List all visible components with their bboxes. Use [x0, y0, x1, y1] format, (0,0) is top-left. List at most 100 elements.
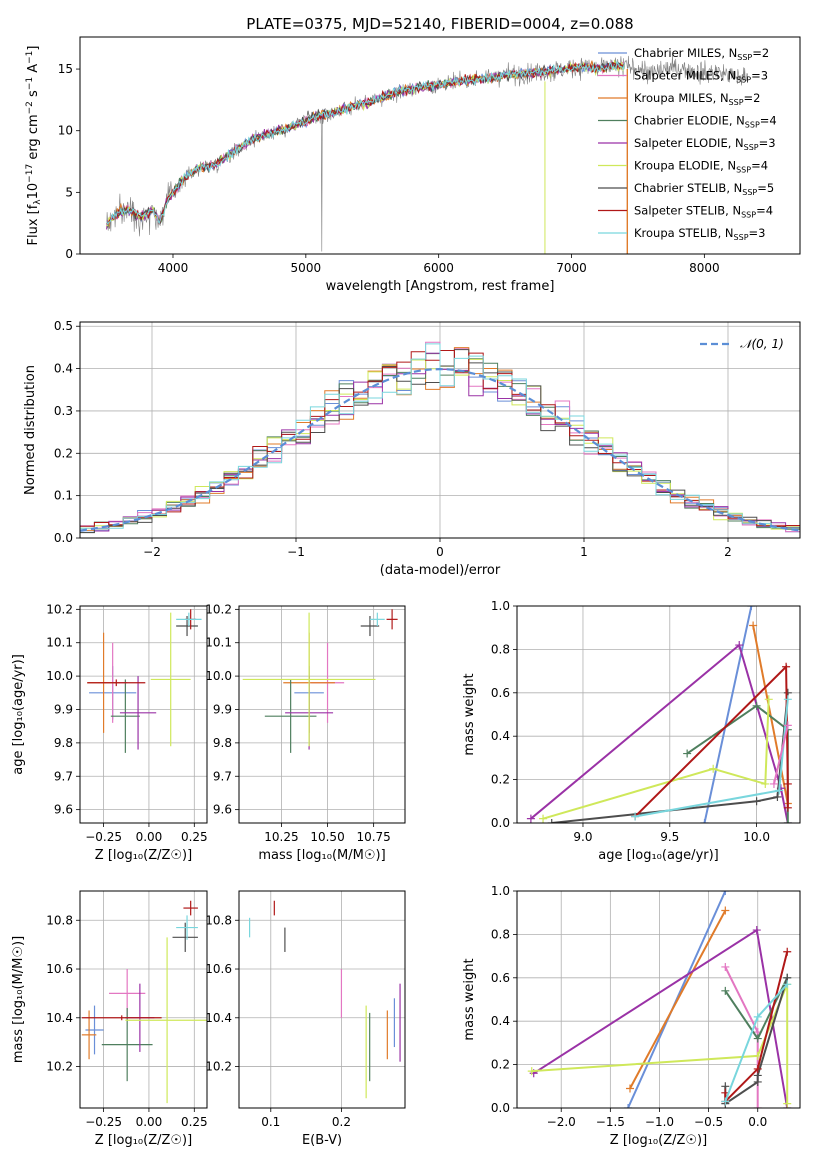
x-tick-label: 10.0: [743, 830, 770, 844]
spectrum-legend: Chabrier MILES, NSSP=2 Salpeter MILES, NS…: [598, 46, 777, 242]
x-axis-label: wavelength [Angstrom, rest frame]: [326, 279, 555, 294]
y-axis-label-part: s: [26, 90, 41, 101]
y-tick-label: 10.4: [205, 1011, 232, 1025]
y-axis-label-part: λ: [33, 199, 43, 205]
series-marker: [526, 814, 535, 823]
series-marker: [631, 812, 640, 821]
series-marker: [783, 779, 792, 788]
data-point: [119, 676, 157, 750]
series-marker: [783, 1099, 792, 1108]
series-marker: [709, 764, 718, 773]
y-tick-label: 0.8: [491, 642, 510, 656]
y-axis-label: age [log₁₀(age/yr)]: [11, 654, 26, 775]
gaussian-curve-line: [80, 367, 800, 532]
legend-subscript: SSP: [736, 76, 751, 85]
series-marker: [753, 1012, 762, 1021]
x-tick-label: 6000: [423, 261, 454, 275]
y-axis-label-part: Flux [f: [26, 204, 41, 245]
legend-subscript: SSP: [741, 211, 756, 220]
model-spectrum-line: [106, 61, 625, 226]
y-tick-label: 0.4: [491, 729, 510, 743]
figure-title: PLATE=0375, MJD=52140, FIBERID=0004, z=0…: [246, 15, 633, 33]
spectrum-frame: [79, 36, 801, 255]
y-tick-label: 0.0: [54, 531, 73, 545]
y-tick-label: 10.2: [205, 1060, 232, 1074]
legend-label: Kroupa STELIB, NSSP=3: [634, 226, 765, 242]
legend-label: Salpeter STELIB, NSSP=4: [634, 204, 773, 220]
y-tick-label: 9.7: [213, 769, 232, 783]
mass_vs_EBV-axes: 0.1 0.2 10.2 10.4 10.6 10.8 E(B-V): [205, 891, 405, 1148]
x-tick-label: 0.00: [136, 830, 163, 844]
model-spectrum-line: [106, 59, 625, 225]
y-tick-label: 10: [58, 124, 73, 138]
x-axis-label: Z [log₁₀(Z/Z☉)]: [95, 1133, 192, 1148]
y-tick-label: 0.8: [491, 927, 510, 941]
legend-subscript: SSP: [744, 143, 759, 152]
data-point: [386, 609, 398, 630]
series-marker: [761, 779, 770, 788]
y-axis-label-part: A: [26, 64, 41, 77]
x-tick-label: −1: [287, 545, 305, 559]
y-tick-label: 9.8: [213, 736, 232, 750]
mass_vs_Z-axes: −0.25 0.00 0.25 10.2 10.4 10.6 10.8 Z [log₁₀(Z/…: [11, 891, 208, 1148]
y-tick-label: 10.0: [205, 669, 232, 683]
legend-ssp-value: =3: [749, 226, 766, 240]
series-marker: [783, 947, 792, 956]
x-tick-label: 8000: [689, 261, 720, 275]
series-marker: [539, 814, 548, 823]
series-marker: [783, 803, 792, 812]
age_vs_mass-axes: 10.25 10.50 10.75 9.6 9.7 9.8 9.9 10.0 10.1 10.2 m…: [205, 602, 405, 863]
model-spectrum-line: [106, 60, 625, 228]
x-axis-label: age [log₁₀(age/yr)]: [598, 848, 719, 863]
data-point: [125, 937, 207, 1104]
data-point: [264, 679, 317, 753]
weight_vs_Z-frame: [516, 890, 801, 1109]
x-tick-label: 0.25: [181, 1115, 208, 1129]
legend-ssp-value: =4: [756, 204, 773, 218]
y-tick-label: 0.2: [54, 446, 73, 460]
data-point: [81, 1015, 162, 1021]
series-marker: [624, 1104, 633, 1108]
y-tick-label: 0.2: [491, 1058, 510, 1072]
y-tick-label: 1.0: [491, 884, 510, 898]
y-tick-label: 0.3: [54, 404, 73, 418]
series-marker: [782, 662, 791, 671]
x-tick-label: −2: [143, 545, 161, 559]
series-marker: [783, 980, 792, 989]
x-tick-label: 10.25: [264, 830, 298, 844]
y-tick-label: 10.6: [205, 962, 232, 976]
y-tick-label: 10.2: [46, 1060, 73, 1074]
series-marker: [773, 792, 782, 801]
y-axis-label-part: −1: [25, 51, 35, 64]
y-tick-label: 0.6: [491, 686, 510, 700]
series-line: [703, 606, 753, 823]
series-marker: [752, 797, 761, 806]
x-axis-label: E(B-V): [302, 1133, 342, 1148]
y-tick-label: 9.7: [54, 769, 73, 783]
model-spectrum-line: [106, 62, 625, 227]
histogram-step-line: [80, 343, 800, 538]
legend-ssp-value: =2: [744, 91, 761, 105]
y-tick-label: 9.6: [54, 803, 73, 817]
series-marker: [783, 695, 792, 704]
model-spectrum-line: [106, 60, 625, 227]
residuals-frame: [79, 321, 801, 539]
y-axis-label: mass weight: [462, 673, 477, 755]
y-tick-label: 9.9: [54, 702, 73, 716]
x-tick-label: 0.00: [136, 1115, 163, 1129]
x-tick-label: 9.0: [573, 830, 592, 844]
x-tick-label: 0.1: [261, 1115, 280, 1129]
y-tick-label: 10.1: [46, 636, 73, 650]
legend-label: Kroupa MILES, NSSP=2: [634, 91, 760, 107]
legend-subscript: SSP: [729, 98, 744, 107]
x-tick-label: 7000: [556, 261, 587, 275]
y-tick-label: 10.6: [46, 962, 73, 976]
series-marker: [683, 749, 692, 758]
series-marker: [747, 606, 756, 610]
y-axis-label: Flux [fλ10−17 erg cm−2 s−1 A−1]: [25, 46, 43, 246]
x-axis-label: mass [log₁₀(M/M☉)]: [258, 848, 385, 863]
x-tick-label: 2: [724, 545, 732, 559]
legend-ssp-value: =4: [751, 159, 768, 173]
series-line: [533, 928, 789, 1108]
